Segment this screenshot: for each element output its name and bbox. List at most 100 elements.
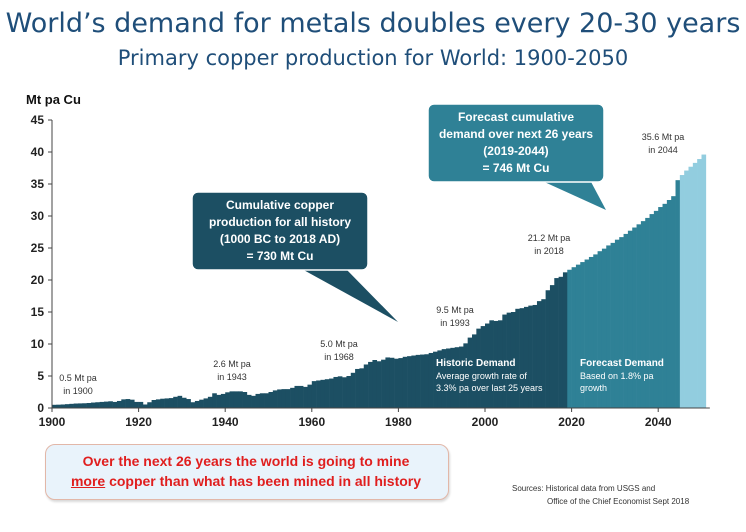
sources-line-2: Office of the Chief Economist Sept 2018 — [547, 497, 690, 506]
bar-historic-1945 — [246, 394, 252, 408]
bar-forecast-2021 — [575, 264, 581, 408]
annotation-3-line-0: 9.5 Mt pa — [436, 305, 474, 315]
key-message-line-2-rest: copper than what has been mined in all h… — [105, 473, 422, 489]
annotation-4-line-0: 21.2 Mt pa — [528, 233, 571, 243]
annotation-2-line-0: 5.0 Mt pa — [320, 339, 358, 349]
bar-historic-1948 — [259, 393, 265, 408]
key-message-box — [45, 444, 449, 500]
bar-historic-2011 — [532, 304, 538, 408]
annotation-1-line-0: 2.6 Mt pa — [213, 359, 251, 369]
bar-forecast-2043 — [671, 196, 676, 408]
bar-historic-1927 — [168, 398, 174, 408]
bar-historic-1983 — [411, 355, 417, 408]
bar-historic-1977 — [385, 357, 391, 408]
bar-historic-1984 — [415, 354, 421, 408]
bar-historic-1998 — [476, 328, 481, 408]
bar-historic-2003 — [497, 320, 503, 408]
bar-historic-1943 — [238, 391, 243, 408]
chart-title: World’s demand for metals doubles every … — [5, 8, 741, 39]
bar-historic-1938 — [216, 394, 222, 408]
bar-historic-2018 — [562, 272, 568, 408]
bar-forecast-2025 — [593, 254, 598, 408]
bar-historic-1911 — [99, 401, 105, 408]
bar-historic-1989 — [437, 350, 442, 408]
sources-line-1: Sources: Historical data from USGS and — [512, 484, 656, 493]
x-tick-label-2040: 2040 — [645, 415, 672, 429]
bar-historic-1985 — [420, 354, 425, 408]
callout-0-tail — [300, 268, 398, 322]
bar-historic-1975 — [376, 361, 382, 408]
y-tick-label-45: 45 — [31, 113, 45, 127]
bar-historic-1915 — [116, 400, 122, 408]
bar-forecast-2031 — [619, 237, 624, 408]
bar-historic-1969 — [350, 372, 356, 408]
annotation-2-line-1: in 1968 — [324, 352, 354, 362]
y-tick-label-40: 40 — [31, 145, 45, 159]
bar-historic-1956 — [294, 385, 300, 408]
annotation-1-line-1: in 1943 — [217, 372, 247, 382]
region-label-0-title: Historic Demand — [436, 358, 515, 369]
bar-historic-1922 — [147, 402, 152, 408]
bar-forecast-2023 — [584, 259, 590, 408]
bar-historic-1918 — [129, 399, 135, 408]
annotation-3-line-1: in 1993 — [440, 318, 470, 328]
bar-historic-1940 — [225, 392, 230, 408]
callout-0-line-2: (1000 BC to 2018 AD) — [220, 232, 340, 246]
bar-historic-1933 — [194, 400, 200, 408]
bar-historic-1949 — [264, 393, 269, 408]
bar-historic-2012 — [536, 301, 542, 408]
sources-note: Sources: Historical data from USGS and O… — [512, 482, 689, 508]
region-label-1-line-1: growth — [580, 383, 607, 393]
bar-historic-1906 — [77, 403, 83, 408]
bar-forecast-2036 — [640, 221, 646, 408]
bar-historic-2015 — [549, 285, 555, 408]
bar-historic-1958 — [303, 386, 308, 408]
bar-historic-1999 — [480, 326, 486, 408]
callout-1-line-0: Forecast cumulative — [458, 110, 574, 124]
bar-historic-1976 — [381, 359, 386, 408]
bar-historic-1986 — [424, 354, 430, 408]
key-message-line-2: more copper than what has been mined in … — [45, 471, 447, 491]
bar-forecast-2030 — [614, 239, 620, 408]
bar-forecast-2024 — [588, 256, 594, 408]
bar-beyond-2045 — [679, 175, 685, 408]
bar-historic-1965 — [333, 376, 339, 408]
bar-historic-2005 — [506, 312, 512, 408]
bar-historic-1928 — [173, 396, 178, 408]
callout-1-line-2: (2019-2044) — [483, 144, 548, 158]
bar-historic-1978 — [389, 357, 395, 408]
bar-historic-1935 — [203, 398, 209, 408]
bar-forecast-2032 — [623, 233, 629, 408]
x-tick-label-2020: 2020 — [558, 415, 585, 429]
callout-1-line-3: = 746 Mt Cu — [482, 161, 549, 175]
bar-historic-1959 — [307, 384, 313, 408]
bar-historic-1926 — [164, 398, 170, 408]
bar-historic-1920 — [138, 401, 144, 408]
bar-historic-1967 — [342, 377, 347, 408]
x-tick-label-1920: 1920 — [125, 415, 152, 429]
y-tick-label-20: 20 — [31, 273, 45, 287]
y-tick-label-5: 5 — [37, 369, 44, 383]
bar-historic-1995 — [463, 343, 468, 408]
bar-forecast-2027 — [601, 248, 607, 408]
y-tick-label-35: 35 — [31, 177, 45, 191]
bar-forecast-2042 — [666, 200, 672, 408]
annotation-5-line-1: in 2044 — [648, 145, 678, 155]
bar-historic-1903 — [64, 404, 70, 408]
bar-historic-1929 — [177, 395, 183, 408]
bar-historic-1917 — [125, 399, 131, 408]
bar-historic-1972 — [363, 364, 369, 408]
x-tick-label-1940: 1940 — [212, 415, 239, 429]
bar-historic-1905 — [73, 403, 79, 408]
bar-historic-2006 — [510, 312, 516, 408]
bar-historic-1947 — [255, 393, 261, 408]
bar-historic-1991 — [446, 348, 451, 408]
bar-historic-1990 — [441, 349, 447, 408]
bar-historic-1908 — [86, 403, 92, 408]
bar-historic-1936 — [207, 396, 213, 408]
region-label-0-line-0: Average growth rate of — [436, 371, 527, 381]
bar-historic-1912 — [103, 401, 109, 408]
callout-1-tail — [540, 180, 606, 210]
bar-historic-1901 — [56, 404, 61, 408]
